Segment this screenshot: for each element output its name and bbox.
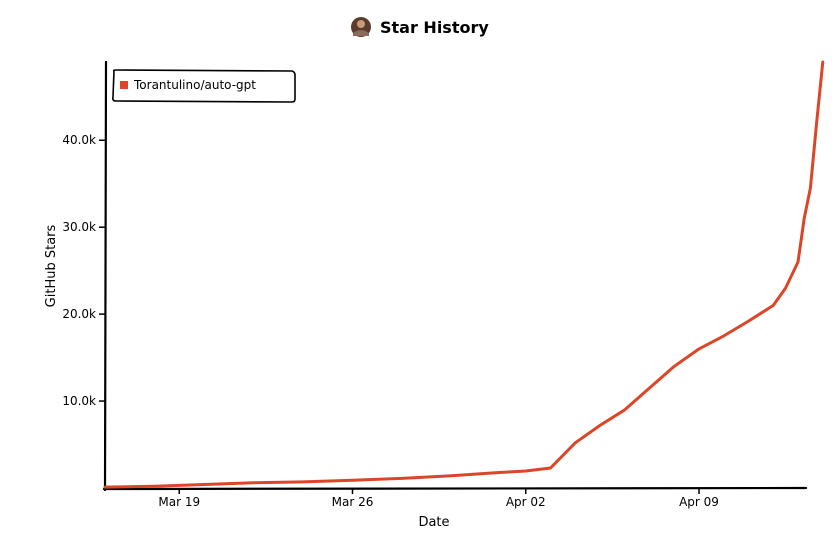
x-tick-label: Mar 19 [158, 495, 200, 509]
y-axis-title: GitHub Stars [44, 224, 59, 307]
legend-label: Torantulino/auto-gpt [133, 78, 256, 92]
series-layer [103, 60, 825, 489]
chart-title: Star History [380, 18, 489, 37]
avatar-icon [351, 17, 371, 37]
y-tick-label: 40.0k [62, 133, 96, 147]
chart-title-group: Star History [351, 17, 489, 37]
y-tick-label: 30.0k [62, 220, 96, 234]
y-axis-line [103, 60, 108, 492]
y-tick-label: 10.0k [62, 394, 96, 408]
legend-box [112, 69, 296, 103]
legend-swatch [120, 81, 128, 89]
legend: Torantulino/auto-gpt [112, 69, 296, 103]
x-tick-label: Apr 02 [506, 495, 546, 509]
x-ticks: Mar 19 Mar 26 Apr 02 Apr 09 [158, 488, 719, 509]
y-tick-label: 20.0k [62, 307, 96, 321]
x-tick-label: Mar 26 [332, 495, 374, 509]
y-ticks: 10.0k 20.0k 30.0k 40.0k [62, 133, 105, 408]
x-axis-title: Date [418, 515, 449, 530]
series-line [103, 60, 825, 489]
x-tick-label: Apr 09 [679, 495, 719, 509]
x-axis-line [102, 486, 808, 491]
